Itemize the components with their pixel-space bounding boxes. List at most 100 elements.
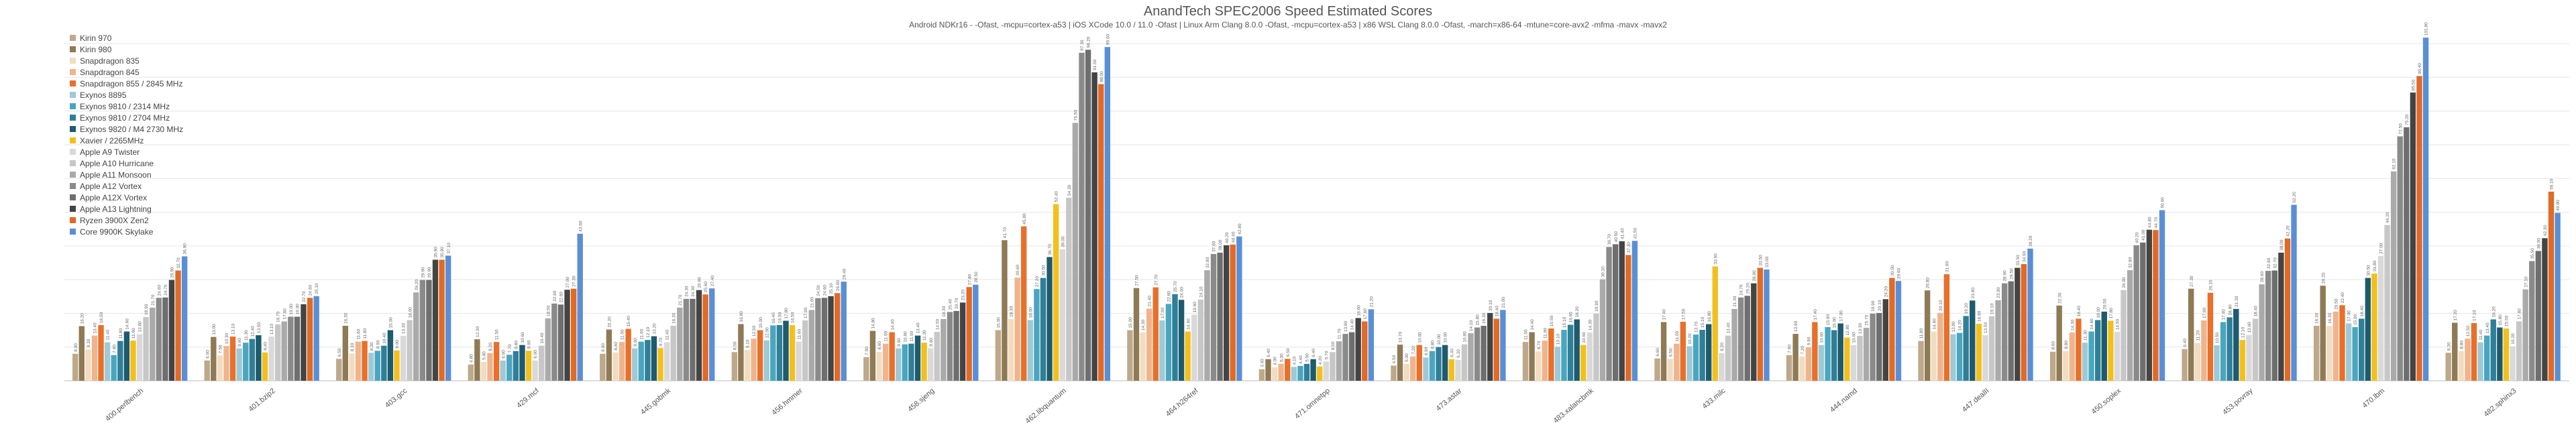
data-label: 17.90 [804, 307, 808, 318]
data-label: 91.50 [1093, 59, 1097, 70]
bar [1667, 359, 1673, 381]
data-label: 15.10 [1701, 316, 1705, 328]
data-label: 11.70 [1338, 328, 1342, 339]
bar [1461, 344, 1468, 381]
data-label: 11.30 [244, 330, 249, 341]
legend-swatch [70, 149, 76, 155]
bar [1046, 257, 1053, 381]
bar [1831, 330, 1837, 381]
data-label: 23.90 [1996, 287, 2001, 298]
bar [1468, 333, 1474, 381]
bar [2284, 238, 2291, 381]
data-label: 16.30 [2315, 312, 2320, 324]
data-label: 17.90 [1161, 307, 1165, 318]
bar [821, 298, 828, 381]
data-label: 27.30 [2190, 275, 2194, 287]
data-label: 32.80 [1205, 257, 1210, 268]
bar [181, 256, 188, 381]
data-label: 4.80 [469, 354, 474, 363]
bar [2535, 251, 2542, 381]
bar [702, 294, 708, 381]
bar [243, 343, 249, 381]
bar [670, 326, 676, 381]
bar [663, 342, 670, 381]
bar [1680, 322, 1686, 381]
bar [1976, 324, 1982, 381]
legend-swatch [70, 103, 76, 109]
bar [1924, 290, 1931, 381]
data-label: 4.20 [1318, 356, 1323, 365]
bar [2320, 286, 2326, 381]
data-label: 42.80 [1238, 223, 1242, 235]
data-label: 29.60 [1897, 267, 1902, 279]
bar [1265, 359, 1271, 381]
x-tick-label: 429.mcf [515, 387, 541, 410]
bar [150, 307, 156, 381]
legend-swatch [70, 172, 76, 178]
legend-swatch [70, 126, 76, 132]
bar [532, 360, 538, 381]
data-label: 19.10 [1990, 303, 1995, 314]
data-label: 14.40 [1530, 319, 1535, 330]
legend-entry: Snapdragon 855 / 2845 MHz [70, 78, 251, 89]
bar [1285, 359, 1291, 381]
bar [2339, 305, 2345, 381]
bar [1014, 278, 1020, 381]
bar [493, 342, 500, 381]
bar [815, 298, 821, 381]
data-label: 25.20 [1746, 283, 1750, 294]
bar [1725, 335, 1731, 381]
data-label: 14.20 [1958, 320, 1963, 331]
data-label: 32.70 [176, 257, 181, 269]
data-label: 8.80 [1431, 341, 1436, 349]
data-label: 38.00 [1218, 239, 1223, 251]
bar [2384, 225, 2390, 381]
bar [677, 307, 683, 381]
data-label: 18.30 [1010, 306, 1014, 317]
data-label: 4.00 [1273, 357, 1278, 365]
data-label: 42.30 [2543, 225, 2548, 237]
data-label: 12.10 [646, 326, 651, 338]
data-label: 90.40 [2418, 63, 2422, 74]
data-label: 6.50 [1668, 348, 1673, 357]
legend-label: Apple A13 Lightning [80, 204, 152, 214]
bar [2371, 273, 2377, 381]
bar [928, 348, 934, 381]
data-label: 41.00 [2141, 229, 2146, 241]
data-label: 21.00 [1501, 297, 1506, 308]
bar [1593, 313, 1599, 381]
data-label: 26.00 [836, 280, 841, 292]
data-label: 50.60 [2161, 197, 2165, 208]
bar [1348, 332, 1355, 381]
data-label: 14.60 [2090, 318, 2094, 330]
data-labels: 8.0016.209.3013.4016.5011.407.6011.8014.… [74, 22, 2561, 367]
data-label: 5.60 [482, 351, 487, 360]
legend-swatch [70, 58, 76, 64]
bar [91, 335, 98, 381]
data-label: 97.30 [1080, 40, 1085, 51]
bar [2452, 322, 2458, 381]
bar [776, 325, 783, 381]
data-label: 41.50 [1633, 228, 1638, 239]
data-label: 18.00 [2096, 307, 2101, 318]
legend-swatch [70, 46, 76, 52]
data-label: 13.40 [1727, 322, 1731, 334]
data-label: 10.80 [1462, 331, 1467, 343]
data-label: 26.90 [698, 277, 702, 288]
data-label: 3.40 [1260, 359, 1265, 367]
data-label: 17.60 [1363, 308, 1368, 320]
x-tick-label: 464.h264ref [1165, 387, 1200, 419]
data-label: 38.50 [2536, 238, 2541, 249]
bar [2101, 311, 2107, 381]
bar [1278, 363, 1284, 381]
legend-label: Apple A9 Twister [80, 147, 140, 157]
data-label: 39.20 [2029, 235, 2033, 247]
data-label: 99.00 [1106, 34, 1110, 46]
bar [1895, 281, 1902, 381]
bar [123, 331, 130, 381]
x-axis: 400.perlbench 401.bzip2 403.gcc 429.mcf 445.… [104, 387, 2518, 426]
bar [1612, 244, 1619, 381]
data-label: 6.40 [1450, 349, 1454, 357]
data-label: 28.20 [2321, 273, 2326, 284]
data-label: 15.00 [1833, 317, 1837, 328]
